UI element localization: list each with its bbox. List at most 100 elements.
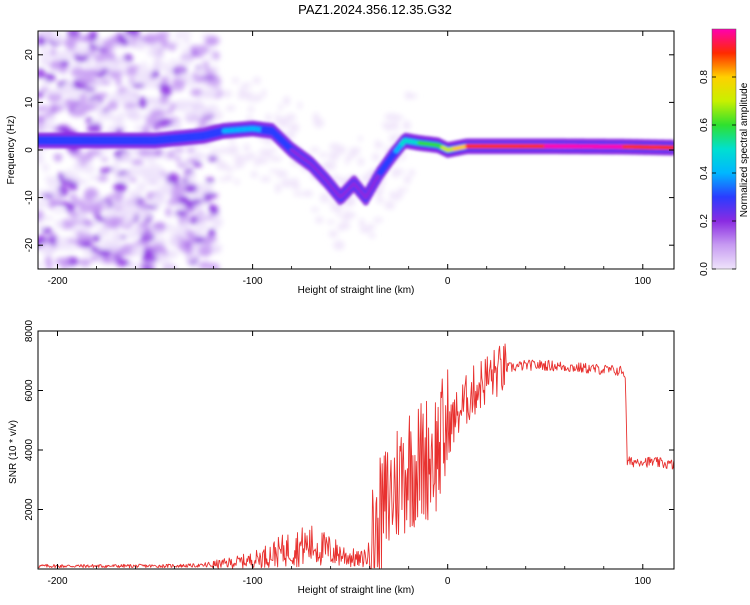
- x-tick-label: 0: [445, 576, 451, 587]
- spectrogram-noise-blob: [196, 214, 211, 219]
- spectrogram-noise-blob: [116, 37, 128, 44]
- spectrogram-noise-blob: [128, 189, 143, 198]
- spectrogram-noise-blob: [85, 117, 93, 123]
- spectrogram-faint-blob: [252, 76, 261, 84]
- spectrogram-faint-blob: [327, 219, 335, 225]
- spectrogram-noise-blob: [52, 208, 68, 214]
- spectrogram-noise-blob: [174, 79, 188, 85]
- spectrogram-noise-blob: [42, 163, 50, 172]
- spectrogram-noise-blob: [190, 88, 205, 97]
- spectrogram-noise-blob: [169, 102, 177, 111]
- spectrogram-faint-blob: [242, 154, 249, 162]
- spectrogram-noise-blob: [185, 254, 197, 262]
- spectrogram-faint-blob: [257, 159, 269, 164]
- spectrogram-noise-blob: [135, 72, 152, 85]
- spectrogram-noise-blob: [46, 199, 61, 205]
- spectrogram-faint-blob: [343, 210, 351, 219]
- snr-y-label: SNR (10 * v/v): [8, 420, 19, 484]
- spectrogram-noise-blob: [95, 216, 107, 222]
- spectrogram-noise-blob: [122, 217, 130, 226]
- spectrogram-noise-blob: [113, 157, 120, 167]
- spectrogram-noise-blob: [154, 98, 161, 110]
- y-tick-label: 2000: [24, 498, 35, 521]
- spectrogram-noise-blob: [99, 167, 109, 174]
- snr-panel: -200 -100 0 100 2000 4000 6000 8000 Height of s…: [8, 319, 675, 596]
- spectrogram-noise-blob: [134, 38, 147, 51]
- spectrogram-noise-blob: [205, 184, 213, 194]
- spectrogram-noise-blob: [124, 31, 141, 37]
- spectrogram-noise-blob: [192, 154, 209, 159]
- spectrogram-noise-blob: [84, 87, 96, 92]
- spectrogram-noise-blob: [178, 72, 191, 81]
- spectrogram-noise-blob: [84, 187, 99, 199]
- spectrogram-noise-blob: [146, 149, 163, 156]
- spectrogram-faint-blob: [225, 145, 237, 155]
- spectrogram-noise-blob: [160, 182, 173, 192]
- colorbar-label: Normalized spectral amplitude: [739, 82, 750, 217]
- spectrogram-noise-blob: [89, 82, 105, 88]
- spectrogram-faint-blob: [224, 174, 233, 182]
- x-tick-label: 100: [634, 576, 651, 587]
- spectrogram-noise-blob: [142, 265, 152, 269]
- spectrogram-noise-blob: [130, 246, 144, 257]
- spectrogram-noise-blob: [55, 257, 71, 266]
- spectrogram-noise-blob: [208, 204, 216, 212]
- spectrogram-noise-blob: [192, 161, 203, 168]
- spectrogram-noise-blob: [137, 148, 151, 157]
- spectrogram-noise-blob: [115, 259, 131, 267]
- spectrogram-noise-blob: [133, 241, 149, 246]
- spectrogram-noise-blob: [68, 210, 79, 218]
- spectrogram-noise-blob: [113, 182, 128, 193]
- spectrogram-noise-blob: [60, 60, 70, 68]
- y-tick-label: -20: [24, 238, 35, 253]
- spectrogram-noise-blob: [173, 100, 189, 106]
- spectrogram-noise-blob: [136, 182, 147, 192]
- spectrogram-noise-blob: [92, 123, 102, 133]
- spectrogram-faint-blob: [394, 169, 406, 174]
- spectrogram-noise-blob: [83, 249, 94, 256]
- spectrogram-faint-blob: [389, 190, 396, 201]
- spectrogram-noise-blob: [153, 221, 167, 231]
- spectrogram-noise-blob: [209, 262, 220, 269]
- spectrogram-noise-blob: [66, 31, 81, 38]
- spectrogram-noise-blob: [79, 93, 88, 105]
- spectrogram-noise-blob: [127, 202, 139, 215]
- spectrogram-faint-blob: [373, 217, 384, 223]
- spectrogram-noise-blob: [190, 215, 198, 225]
- spectrogram-noise-blob: [129, 177, 137, 183]
- spectrogram-faint-blob: [337, 223, 345, 232]
- spectrogram-noise-blob: [143, 204, 159, 210]
- spectrogram-noise-blob: [47, 88, 62, 95]
- spectrogram-noise-blob: [79, 161, 87, 166]
- spectrogram-faint-blob: [350, 212, 356, 219]
- spectrogram-faint-blob: [243, 143, 251, 152]
- spectrogram-noise-blob: [166, 249, 179, 259]
- spectrogram-faint-blob: [389, 113, 400, 120]
- spectrogram-faint-blob: [278, 103, 283, 112]
- spectrogram-noise-blob: [212, 220, 222, 230]
- spectrogram-noise-blob: [185, 208, 194, 214]
- spectrogram-noise-blob: [94, 106, 106, 112]
- spectrogram-noise-blob: [47, 115, 57, 122]
- spectrogram-noise-blob: [38, 199, 50, 208]
- spectrogram-faint-blob: [369, 232, 376, 239]
- spectrogram-noise-blob: [78, 202, 93, 214]
- spectrogram-noise-blob: [65, 202, 76, 213]
- spectrogram-faint-blob: [290, 177, 300, 187]
- spectrogram-noise-blob: [166, 67, 174, 78]
- spectrogram-faint-blob: [357, 157, 365, 166]
- spectrogram-noise-blob: [120, 67, 128, 74]
- spectrogram-noise-blob: [115, 78, 122, 87]
- spectrogram-faint-blob: [250, 171, 258, 178]
- spectrogram-faint-blob: [265, 150, 272, 159]
- spectrogram-noise-blob: [175, 209, 189, 217]
- spectrogram-noise-blob: [165, 207, 172, 217]
- x-tick-label: -200: [48, 276, 68, 287]
- spectrogram-faint-blob: [222, 90, 233, 98]
- spectrogram-faint-blob: [283, 96, 291, 106]
- spectrogram-noise-blob: [198, 244, 213, 257]
- spectrogram-noise-blob: [160, 150, 169, 160]
- spectrogram-noise-blob: [38, 153, 45, 165]
- spectrogram-noise-blob: [103, 59, 116, 70]
